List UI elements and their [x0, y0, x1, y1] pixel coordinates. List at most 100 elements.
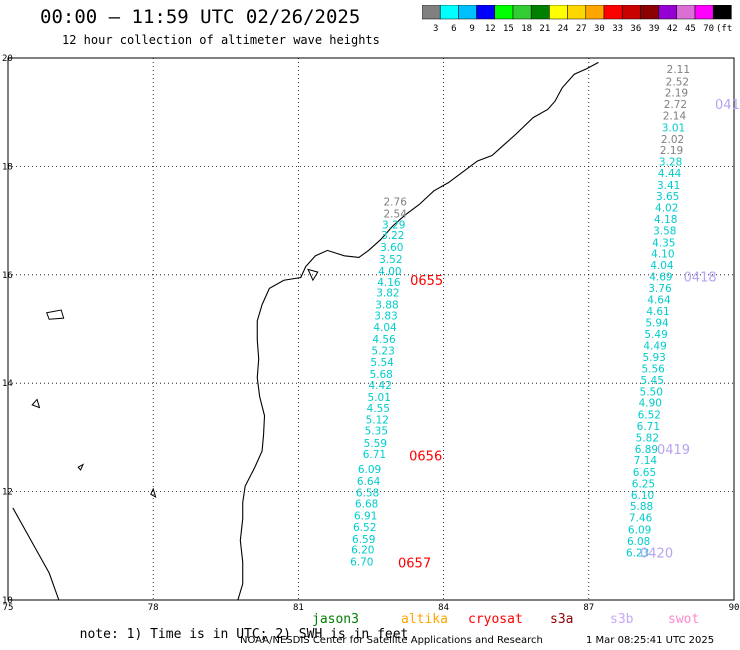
scale-label: 36 [630, 24, 641, 34]
swh-value-label: 5.45 [641, 375, 664, 387]
legend-swot: swot [668, 612, 700, 627]
swh-value-label: 6.59 [352, 534, 375, 546]
scale-label: 33 [612, 24, 623, 34]
swh-value-label: 2.02 [661, 134, 684, 146]
swh-value-label: 6.89 [635, 444, 658, 456]
swh-value-label: 6.64 [357, 476, 381, 488]
swh-value-label: 3.28 [659, 157, 682, 169]
scale-label: 30 [594, 24, 605, 34]
y-tick-label: 12 [2, 488, 13, 498]
legend-jason3: jason3 [312, 612, 359, 627]
swh-value-label: 4.18 [654, 214, 677, 226]
wave-height-map: 75 78 81 84 87 90 20 18 16 14 12 10 2.762.543.293.22… [2, 54, 740, 612]
swh-value-label: 5.56 [641, 364, 665, 376]
swh-value-label: 6.68 [355, 499, 378, 511]
island-outline [31, 398, 41, 409]
swh-value-label: 6.25 [632, 478, 655, 490]
swh-value-label: 4.10 [651, 249, 674, 261]
swh-value-label: 4.55 [367, 403, 390, 415]
note-text: note: 1) Time is in UTC; 2) SWH is in fe… [64, 612, 409, 642]
pass-time-label: 0657 [398, 557, 431, 572]
swh-value-label: 6.09 [628, 525, 651, 537]
swh-value-label: 5.49 [644, 329, 667, 341]
x-tick-label: 81 [293, 603, 304, 612]
swh-value-label: 6.58 [356, 488, 379, 500]
swh-value-label: 6.70 [350, 557, 373, 569]
scale-label: 42 [667, 24, 678, 34]
swh-value-label: 5.54 [370, 357, 394, 369]
swh-value-label: 3.65 [656, 191, 679, 203]
swh-value-label: 2.54 [384, 209, 408, 221]
swh-value-label: 4.04 [650, 260, 674, 272]
swh-value-label: 4.49 [643, 340, 666, 352]
swh-value-label: 3.76 [648, 283, 672, 295]
swh-value-label: 6.52 [638, 410, 661, 422]
swh-value-label: 2.52 [666, 76, 689, 88]
pass-time-label: 0655 [410, 274, 443, 289]
swh-value-label: 2.76 [384, 197, 408, 209]
swh-value-label: 4.35 [652, 237, 675, 249]
swh-value-label: 6.08 [627, 536, 650, 548]
note-prefix: note: 1) Time is in UTC; 2) SWH is in fe… [79, 627, 409, 642]
swh-value-label: 3.82 [376, 288, 399, 300]
map-frame [7, 57, 735, 601]
pass-time-label: 0418 [684, 270, 717, 285]
swh-value-label: 3.01 [662, 122, 685, 134]
swh-value-label: 6.23 [626, 547, 649, 559]
swh-value-label: 4.64 [647, 295, 671, 307]
x-tick-label: 90 [729, 603, 740, 612]
scale-label: 15 [503, 24, 514, 34]
scale-label: 18 [521, 24, 532, 34]
swh-value-label: 5.94 [645, 317, 669, 329]
swh-value-label: 5.35 [365, 425, 388, 437]
scale-label: 45 [685, 24, 696, 34]
swh-value-label: 7.46 [629, 513, 653, 525]
swh-value-label: 6.20 [351, 545, 374, 557]
scale-swatch [712, 5, 732, 20]
scale-label: 9 [469, 24, 474, 34]
scale-label: 39 [649, 24, 660, 34]
swh-value-label: 3.22 [381, 230, 404, 242]
y-tick-label: 10 [2, 596, 13, 606]
swh-value-label: 4.61 [646, 306, 669, 318]
coastline-southwest [12, 507, 60, 601]
swh-value-label: 5.59 [364, 438, 387, 450]
legend-s3a: s3a [550, 612, 574, 627]
scale-label: 70 [703, 24, 714, 34]
swh-value-label: 4.69 [649, 271, 672, 283]
swh-value-label: 5.50 [640, 386, 663, 398]
swh-value-label: 3.29 [382, 219, 405, 231]
pass-time-label: 0420 [640, 546, 673, 561]
swh-value-label: 4.90 [639, 398, 662, 410]
y-tick-label: 20 [2, 54, 13, 64]
scale-label: 3 [433, 24, 438, 34]
island-outline [307, 268, 319, 282]
y-tick-label: 18 [2, 162, 13, 172]
swh-value-label: 5.93 [642, 352, 665, 364]
scale-label: 27 [576, 24, 587, 34]
swh-value-label: 6.71 [637, 421, 660, 433]
swh-value-label: 3.58 [653, 225, 676, 237]
scale-label: 6 [451, 24, 456, 34]
swh-value-label: 4.56 [372, 334, 396, 346]
island-outline [46, 309, 65, 320]
scale-label: 21 [539, 24, 550, 34]
swh-value-label: 6.52 [353, 522, 376, 534]
x-tick-label: 75 [3, 603, 14, 612]
swh-value-label: 3.83 [374, 310, 397, 322]
island-outline [150, 487, 157, 499]
swh-value-label: 5.23 [371, 346, 394, 358]
swh-value-label: 5.12 [366, 415, 389, 427]
swh-value-label: 5.82 [636, 432, 659, 444]
legend-s3b: s3b [610, 612, 634, 627]
y-tick-label: 14 [2, 379, 13, 389]
swh-value-label: 2.14 [663, 110, 687, 122]
coastline-india-east [237, 61, 599, 601]
swh-value-label: 3.60 [380, 242, 403, 254]
swh-value-label: 7.14 [634, 455, 658, 467]
pass-time-label: 0656 [409, 449, 442, 464]
swh-value-label: 2.11 [667, 64, 690, 76]
swh-value-label: 4.42 [369, 380, 392, 392]
scale-label: (ft) [716, 24, 732, 34]
